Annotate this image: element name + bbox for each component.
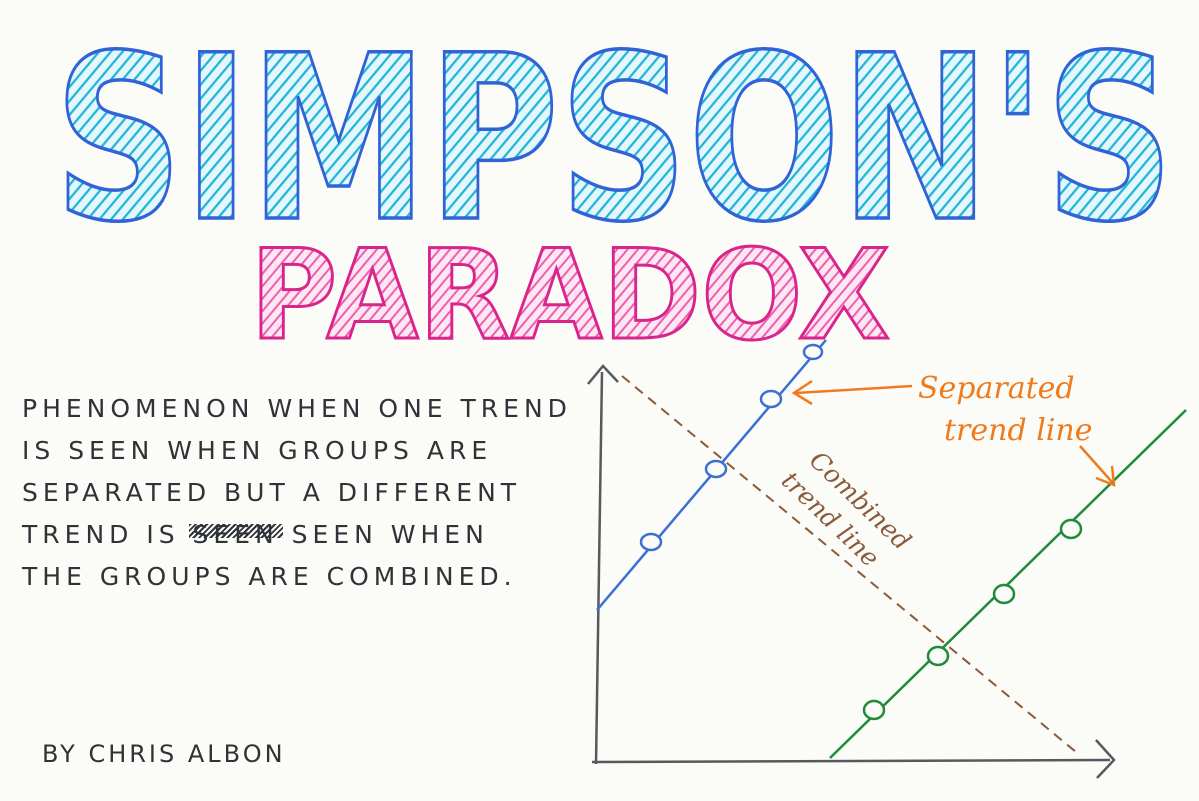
- group-a-point: [639, 532, 663, 552]
- definition-line: PHENOMENON WHEN ONE TREND: [22, 394, 572, 423]
- x-axis: [591, 758, 1111, 764]
- group-b-point: [992, 583, 1016, 605]
- combined-trend-line: [621, 375, 1077, 753]
- title-line-1: SIMPSON'S: [54, 6, 1174, 272]
- group-b-point: [862, 699, 886, 721]
- title-block: SIMPSON'S PARADOX: [52, 4, 1176, 360]
- definition-fragment: SEEN WHEN: [291, 520, 489, 549]
- arrow-left-icon: [791, 379, 913, 406]
- definition-line: SEPARATED BUT A DIFFERENT: [22, 478, 522, 507]
- y-axis-arrowhead: [587, 364, 619, 385]
- title-line-2: PARADOX: [250, 224, 890, 360]
- group-a-point: [802, 343, 824, 361]
- separated-label-line-1: Separated: [918, 371, 1075, 406]
- group-a-point: [759, 389, 783, 409]
- x-axis-arrowhead: [1095, 739, 1116, 779]
- group-a-point: [704, 459, 728, 479]
- definition-line: TREND IS seen SEEN WHEN: [22, 514, 582, 556]
- group-b-point: [1059, 518, 1083, 540]
- arrow-down-right-icon: [1079, 445, 1116, 487]
- y-axis: [594, 371, 604, 765]
- definition-line: IS SEEN WHEN GROUPS ARE: [22, 436, 493, 465]
- group-b-trend-line: [829, 409, 1187, 759]
- struck-out-word: seen: [188, 514, 283, 556]
- separated-label-line-2: trend line: [944, 413, 1092, 448]
- definition-text: PHENOMENON WHEN ONE TREND IS SEEN WHEN G…: [22, 388, 582, 598]
- byline: BY CHRIS ALBON: [42, 740, 286, 768]
- definition-fragment: TREND IS: [22, 520, 180, 549]
- definition-line: THE GROUPS ARE COMBINED.: [22, 562, 517, 591]
- group-b-point: [926, 645, 950, 667]
